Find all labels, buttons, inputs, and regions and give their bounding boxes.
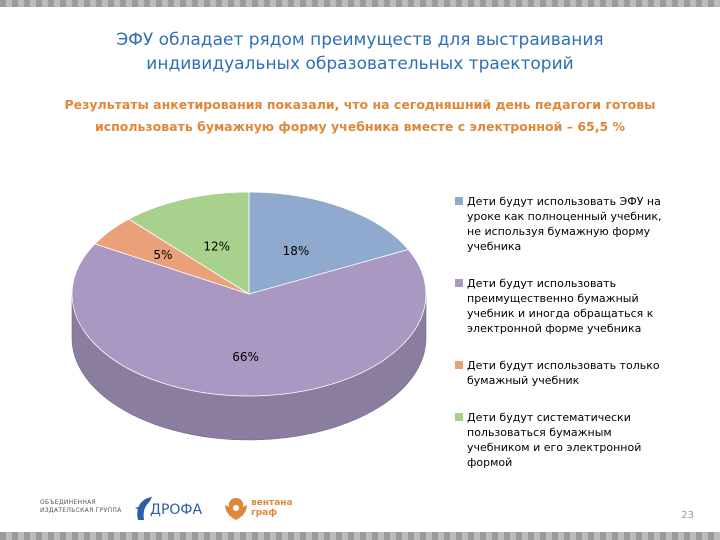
pie-slice	[71, 243, 427, 397]
pie-slice-label: 12%	[203, 240, 230, 254]
legend-swatch	[455, 197, 463, 205]
legend-swatch	[455, 361, 463, 369]
drofa-bird-icon	[135, 496, 152, 520]
pie-slice-label: 5%	[153, 248, 172, 262]
bottom-decorative-stripe	[0, 532, 720, 540]
pie-slice-label: 66%	[232, 350, 259, 364]
ventana-logo-line2: граф	[251, 508, 278, 518]
legend-label: Дети будут систематически пользоваться б…	[467, 411, 642, 469]
chart-legend: Дети будут использовать ЭФУ на уроке как…	[455, 194, 670, 492]
drofa-logo-text: ДРОФА	[150, 502, 203, 518]
top-decorative-stripe	[0, 0, 720, 7]
slide-title: ЭФУ обладает рядом преимуществ для выстр…	[116, 30, 604, 74]
pie-slice-label: 18%	[283, 244, 310, 258]
legend-item: Дети будут использовать ЭФУ на уроке как…	[455, 194, 670, 254]
legend-swatch	[455, 279, 463, 287]
legend-label: Дети будут использовать только бумажный …	[467, 359, 660, 387]
legend-label: Дети будут использовать преимущественно …	[467, 277, 654, 335]
legend-item: Дети будут систематически пользоваться б…	[455, 410, 670, 470]
slide-subtitle: Результаты анкетирования показали, что н…	[64, 97, 656, 134]
ventana-logo-line1: вентана	[251, 498, 293, 508]
legend-item: Дети будут использовать только бумажный …	[455, 358, 670, 388]
pie-layer	[71, 191, 427, 441]
page-number: 23	[681, 510, 694, 521]
legend-item: Дети будут использовать преимущественно …	[455, 276, 670, 336]
pie-slice	[128, 191, 250, 295]
group-label: ОБЪЕДИНЕННАЯ ИЗДАТЕЛЬСКАЯ ГРУППА	[40, 499, 122, 514]
pie-labels: 18% 66% 5% 12%	[153, 240, 309, 365]
ventana-bird-icon	[225, 498, 247, 520]
legend-swatch	[455, 413, 463, 421]
pie-slice	[248, 191, 410, 295]
ventana-logo-text: вентана граф	[251, 498, 293, 518]
footer-logos: ОБЪЕДИНЕННАЯ ИЗДАТЕЛЬСКАЯ ГРУППА ДРОФА в…	[40, 494, 340, 526]
legend-label: Дети будут использовать ЭФУ на уроке как…	[467, 195, 662, 253]
